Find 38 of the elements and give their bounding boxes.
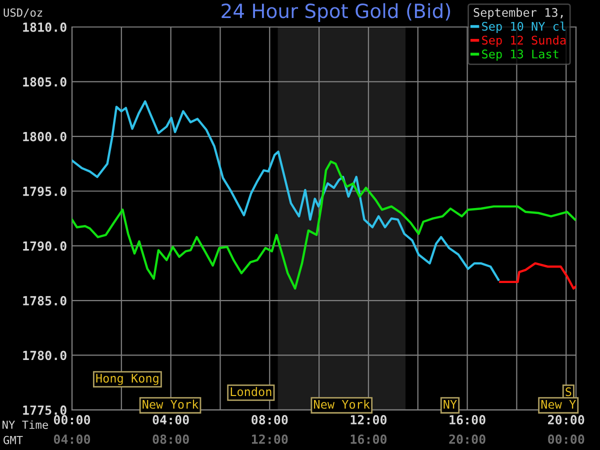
line-series bbox=[72, 160, 576, 290]
annotation: Hong Kong bbox=[96, 374, 158, 386]
x-tick-label: 12:00 bbox=[350, 415, 387, 424]
x2-tick-label: 12:00 bbox=[252, 434, 288, 444]
x2-tick-label: 08:00 bbox=[152, 434, 189, 444]
line-series bbox=[72, 100, 500, 281]
annotation: NY bbox=[444, 400, 457, 409]
x-tick-label: 00:00 bbox=[54, 415, 90, 424]
legend-label: Sep 10 NY cl bbox=[482, 22, 566, 34]
y-tick-label: 1780.0 bbox=[23, 350, 66, 360]
x-axis-title: NY Time bbox=[2, 420, 48, 429]
legend-label: Sep 13 Last bbox=[482, 50, 558, 61]
y-tick-label: 1775.0 bbox=[23, 405, 66, 415]
x2-tick-label: 16:00 bbox=[350, 434, 387, 444]
x-tick-label: 08:00 bbox=[252, 415, 288, 424]
chart-title: 24 Hour Spot Gold (Bid) bbox=[222, 3, 450, 22]
x-tick-label: 04:00 bbox=[152, 415, 189, 424]
annotation: S bbox=[566, 387, 572, 396]
annotation: London bbox=[230, 387, 272, 396]
x2-tick-label: 04:00 bbox=[54, 434, 90, 444]
y-tick-label: 1810.0 bbox=[23, 22, 66, 32]
legend-label: Sep 12 Sunda bbox=[482, 35, 566, 47]
x2-tick-label: 00:00 bbox=[548, 434, 584, 444]
y-tick-label: 1805.0 bbox=[23, 77, 66, 87]
y-tick-label: 1790.0 bbox=[23, 241, 66, 251]
annotation: New Y bbox=[541, 400, 576, 409]
x-tick-label: 20:00 bbox=[548, 415, 584, 424]
annotation: New York bbox=[142, 400, 199, 409]
legend-title: September 13, bbox=[474, 8, 563, 20]
x2-axis-title: GMT bbox=[4, 436, 23, 444]
x2-tick-label: 20:00 bbox=[449, 434, 486, 444]
y-axis-title: USD/oz bbox=[4, 8, 42, 18]
y-tick-label: 1800.0 bbox=[23, 132, 66, 142]
annotation: New York bbox=[314, 400, 370, 409]
line-series bbox=[499, 262, 576, 290]
x-tick-label: 16:00 bbox=[450, 415, 486, 424]
y-tick-label: 1795.0 bbox=[23, 186, 66, 196]
y-tick-label: 1785.0 bbox=[23, 296, 66, 306]
